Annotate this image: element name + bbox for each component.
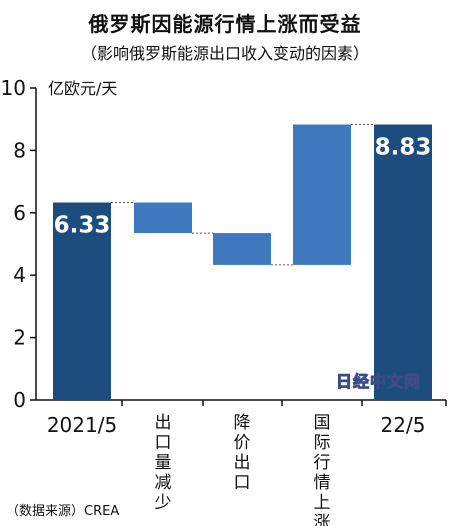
bar-4	[293, 124, 351, 265]
data-label: 6.33	[54, 213, 111, 239]
y-tick-label: 10	[1, 76, 26, 100]
bar-5	[374, 124, 432, 400]
bar-2	[134, 202, 192, 234]
y-tick-label: 8	[13, 138, 26, 162]
y-tick-label: 6	[13, 201, 26, 225]
y-tick-label: 2	[13, 326, 26, 350]
x-category-label: 22/5	[381, 413, 426, 437]
chart-title: 俄罗斯因能源行情上涨而受益	[88, 12, 362, 36]
x-category-label: 降价出口	[234, 413, 251, 493]
x-category-label: 国际行情上涨	[314, 413, 331, 526]
data-label: 8.83	[375, 135, 432, 161]
x-category-label: 2021/5	[47, 413, 117, 437]
source-note: （数据来源）CREA	[6, 504, 120, 519]
y-tick-label: 4	[13, 263, 26, 287]
y-axis-label: 亿欧元/天	[48, 79, 117, 98]
chart-subtitle: （影响俄罗斯能源出口收入变动的因素）	[80, 44, 369, 63]
bar-1	[53, 202, 111, 400]
x-category-label: 出口量减少	[155, 413, 172, 513]
bar-3	[213, 233, 271, 265]
y-tick-label: 0	[13, 388, 26, 412]
watermark-logo: 日经中文网	[335, 372, 422, 392]
